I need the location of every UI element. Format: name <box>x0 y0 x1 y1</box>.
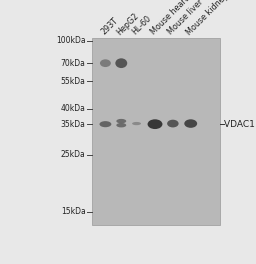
Text: HL-60: HL-60 <box>130 14 153 37</box>
Text: Mouse heart: Mouse heart <box>149 0 190 37</box>
Text: Mouse liver: Mouse liver <box>166 0 206 37</box>
Text: Mouse kidney: Mouse kidney <box>184 0 230 37</box>
Text: 70kDa: 70kDa <box>61 59 86 68</box>
Text: 55kDa: 55kDa <box>61 77 86 86</box>
Text: 40kDa: 40kDa <box>61 105 86 114</box>
Ellipse shape <box>100 59 111 67</box>
Text: HepG2: HepG2 <box>115 11 141 37</box>
Text: 293T: 293T <box>99 16 120 37</box>
Ellipse shape <box>167 120 179 128</box>
Text: 15kDa: 15kDa <box>61 207 86 216</box>
Text: 100kDa: 100kDa <box>56 36 86 45</box>
Text: 35kDa: 35kDa <box>61 120 86 129</box>
Ellipse shape <box>116 119 126 123</box>
Bar <box>92 38 220 225</box>
Ellipse shape <box>116 123 126 128</box>
Ellipse shape <box>184 119 197 128</box>
Ellipse shape <box>132 122 141 125</box>
Text: 25kDa: 25kDa <box>61 150 86 159</box>
Ellipse shape <box>115 58 127 68</box>
Ellipse shape <box>99 121 111 127</box>
Text: VDAC1 / Porin: VDAC1 / Porin <box>225 120 256 129</box>
Ellipse shape <box>147 119 163 129</box>
